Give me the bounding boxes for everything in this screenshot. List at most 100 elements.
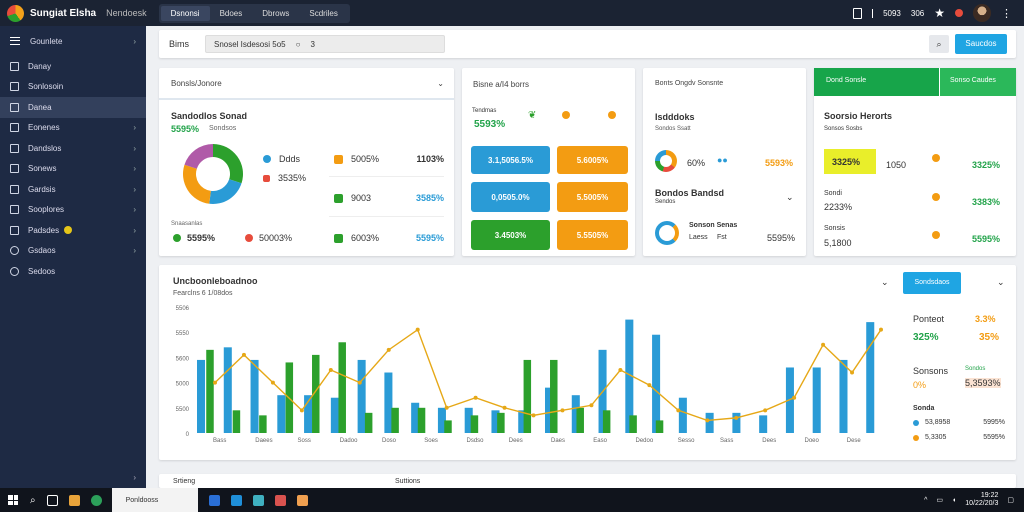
side-row-a: 0% (913, 380, 927, 390)
card-title: Soorsio Herorts (824, 111, 893, 121)
sidebar-item-gsdaos[interactable]: Gsdaos › (0, 241, 146, 262)
top-number-2: 306 (910, 8, 925, 18)
chevron-up-icon[interactable]: ^ (924, 496, 928, 504)
ring-icon (655, 221, 679, 245)
sidebar-item-sooplores[interactable]: Sooplores › (0, 200, 146, 221)
filter-icon[interactable]: ⌕ (929, 35, 949, 53)
bar-series2 (444, 420, 452, 433)
sidebar-header-label: Gounlete (30, 36, 63, 46)
network-icon[interactable]: ▭ (936, 497, 944, 504)
sidebar-item-danea[interactable]: Danea (0, 97, 146, 118)
sidebar-item-danay[interactable]: Danay (0, 56, 146, 77)
chevron-down-icon[interactable]: ⌄ (786, 192, 794, 202)
taskbar-search-input[interactable]: Ponldooss (111, 488, 198, 512)
sidebar-item-dandslos[interactable]: Dandslos › (0, 138, 146, 159)
bar-series1 (384, 372, 393, 433)
bar-series1 (464, 407, 473, 433)
metric-tile[interactable]: 3.1,5056.5% (471, 146, 550, 174)
app-icon[interactable] (230, 494, 242, 506)
top-tabs: Dsnonsi Bdoes Dbrows Scdriles (158, 3, 350, 23)
divider (159, 98, 454, 100)
tab-bdoes[interactable]: Bdoes (219, 8, 243, 18)
sidebar-item-label: Dandslos (28, 143, 62, 153)
bar-series1 (250, 359, 259, 433)
line-point (850, 370, 855, 375)
app-icon[interactable] (90, 494, 102, 506)
tab-scdriles[interactable]: Scdriles (309, 8, 338, 18)
metric-tile[interactable]: 5.5505% (557, 220, 628, 250)
row-value-a: Laess (689, 234, 708, 241)
sidebar-item-eonenes[interactable]: Eonenes › (0, 118, 146, 139)
task-view-icon[interactable] (46, 494, 58, 506)
sidebar-item-gardsis[interactable]: Gardsis › (0, 179, 146, 200)
document-icon[interactable] (853, 7, 863, 19)
notification-center-icon[interactable]: ▢ (1007, 497, 1014, 504)
card-sub-label: Sonsos Sosbs (824, 126, 863, 132)
footer-dot-icon (245, 234, 253, 242)
sidebar-item-padsdes[interactable]: Padsdes › (0, 220, 146, 241)
metric-tile[interactable]: 0,0505.0% (471, 182, 550, 212)
app-icon[interactable] (68, 494, 80, 506)
taskbar: ⌕ Ponldooss ^ ▭ ◖ 19:22 10/22/20/3 ▢ (0, 488, 1024, 512)
ring-icon (655, 150, 677, 172)
clock[interactable]: 19:22 10/22/20/3 (965, 492, 998, 508)
tab-dsnonsi[interactable]: Dsnonsi (160, 5, 210, 21)
mid-title: Bondos Bandsd (655, 188, 724, 198)
start-icon[interactable] (8, 495, 18, 505)
sidebar-item-label: Padsdes (28, 225, 60, 235)
notification-icon[interactable] (955, 9, 963, 17)
menu-icon[interactable] (10, 37, 20, 45)
metric-tile[interactable]: 3.4503% (471, 220, 550, 250)
footer-stat: 50003% (245, 233, 292, 243)
star-icon[interactable]: ★ (934, 6, 945, 20)
chevron-down-icon[interactable]: ⌄ (997, 277, 1005, 287)
bar-series1 (759, 415, 768, 433)
sidebar-item-label: Sooplores (28, 205, 65, 215)
metric-tile[interactable]: 5.5005% (557, 182, 628, 212)
tab-dond-sonsle[interactable]: Dond Sonsle (814, 68, 939, 96)
x-tick-label: Sass (720, 438, 733, 444)
sidebar-item-sonlosoin[interactable]: Sonlosoin (0, 77, 146, 98)
search-value: Snosel Isdesosi 5o5 (214, 40, 286, 49)
chevron-right-icon: › (133, 225, 136, 235)
drops-icon: ●● (717, 155, 728, 165)
chevron-down-icon[interactable]: ⌄ (881, 277, 889, 287)
bar-series1 (437, 407, 446, 433)
bar-series1 (545, 387, 554, 433)
stat-row: 5005% 1103% (334, 154, 444, 164)
metric-tile[interactable]: 5.6005% (557, 146, 628, 174)
more-icon[interactable]: ⋮ (1001, 7, 1012, 20)
chevron-down-icon[interactable]: ⌄ (437, 79, 444, 88)
app-icon[interactable] (252, 494, 264, 506)
tab-dbrows[interactable]: Dbrows (262, 8, 290, 18)
card-value-note: Sondsos (209, 125, 237, 132)
app-icon[interactable] (296, 494, 308, 506)
avatar[interactable] (973, 4, 991, 22)
indicator-value: 60% (687, 158, 706, 168)
app-icon[interactable] (274, 494, 286, 506)
row-b: 3383% (972, 197, 1001, 207)
header-action-button[interactable]: Saucdos (955, 34, 1007, 54)
tab-sonso-caudes[interactable]: Sonso Caudes (939, 68, 1016, 96)
footer-panel: Srtieng Suttions (159, 474, 1016, 488)
row-value-b: Fst (717, 234, 727, 241)
bar-series2 (523, 359, 532, 433)
row-a: 5,1800 (824, 238, 852, 248)
search-icon[interactable]: ⌕ (30, 494, 36, 506)
app-icon[interactable] (208, 494, 220, 506)
side-row-label: Sonsons (913, 366, 949, 376)
volume-icon[interactable]: ◖ (952, 496, 957, 504)
chevron-right-icon[interactable]: › (133, 473, 136, 482)
x-tick-label: Dedoo (636, 438, 654, 444)
search-input[interactable]: Snosel Isdesosi 5o5 ○ 3 (205, 35, 445, 53)
bar-series1 (411, 402, 420, 433)
card-header: Bonsls/Jonore ⌄ (171, 79, 444, 88)
side-pct-label: Ponteot (913, 314, 945, 324)
chevron-right-icon[interactable]: › (133, 36, 136, 46)
sidebar-item-sedoos[interactable]: Sedoos (0, 261, 146, 282)
line-point (763, 408, 768, 413)
donut-chart (183, 144, 243, 204)
chart-button[interactable]: Sondsdaos (903, 272, 961, 294)
x-tick-label: Soes (424, 438, 438, 444)
sidebar-item-sonews[interactable]: Sonews › (0, 159, 146, 180)
